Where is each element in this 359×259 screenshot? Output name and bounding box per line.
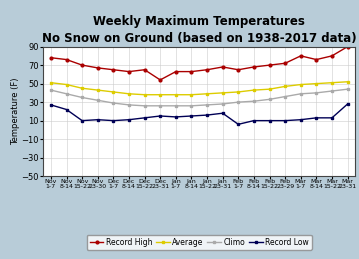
- Record Low: [49, 103, 53, 106]
- Record Low: [205, 113, 209, 117]
- Record High: [158, 78, 162, 82]
- Legend: Record High, Average, Climo, Record Low: Record High, Average, Climo, Record Low: [87, 235, 312, 250]
- Climo: [330, 89, 334, 92]
- Climo: [220, 102, 225, 105]
- Record Low: [345, 102, 350, 105]
- Average: [80, 87, 84, 90]
- Record Low: [330, 116, 334, 119]
- Record Low: [174, 115, 178, 118]
- Record High: [111, 68, 116, 71]
- Record Low: [111, 119, 116, 122]
- Record Low: [80, 119, 84, 122]
- Climo: [252, 100, 256, 103]
- Climo: [111, 102, 116, 105]
- Climo: [205, 103, 209, 106]
- Line: Record Low: Record Low: [50, 103, 349, 126]
- Record High: [127, 70, 131, 73]
- Average: [330, 81, 334, 84]
- Climo: [283, 95, 287, 98]
- Record Low: [314, 116, 318, 119]
- Record High: [299, 54, 303, 57]
- Climo: [299, 92, 303, 95]
- Record Low: [236, 123, 241, 126]
- Climo: [236, 100, 241, 104]
- Record Low: [64, 108, 69, 111]
- Average: [345, 80, 350, 83]
- Average: [158, 93, 162, 96]
- Climo: [64, 92, 69, 95]
- Line: Climo: Climo: [50, 88, 349, 107]
- Average: [95, 89, 100, 92]
- Average: [49, 81, 53, 84]
- Record High: [220, 66, 225, 69]
- Climo: [189, 104, 194, 107]
- Average: [111, 90, 116, 93]
- Average: [220, 91, 225, 95]
- Climo: [158, 104, 162, 107]
- Record High: [267, 63, 272, 67]
- Record Low: [283, 119, 287, 122]
- Average: [283, 85, 287, 88]
- Average: [252, 89, 256, 92]
- Record High: [236, 68, 241, 71]
- Record High: [345, 45, 350, 48]
- Record Low: [267, 119, 272, 122]
- Climo: [267, 98, 272, 101]
- Record High: [283, 62, 287, 65]
- Climo: [127, 103, 131, 106]
- Climo: [345, 88, 350, 91]
- Climo: [80, 96, 84, 99]
- Title: Weekly Maximum Temperatures
No Snow on Ground (based on 1938-2017 data): Weekly Maximum Temperatures No Snow on G…: [42, 16, 356, 45]
- Climo: [314, 91, 318, 95]
- Climo: [174, 104, 178, 107]
- Record High: [143, 68, 147, 71]
- Record Low: [95, 118, 100, 121]
- Line: Average: Average: [50, 80, 349, 96]
- Average: [189, 93, 194, 96]
- Record High: [205, 68, 209, 71]
- Y-axis label: Temperature (F): Temperature (F): [11, 78, 20, 145]
- Average: [127, 92, 131, 95]
- Climo: [95, 99, 100, 102]
- Average: [143, 93, 147, 96]
- Average: [205, 92, 209, 95]
- Climo: [49, 89, 53, 92]
- Record High: [49, 56, 53, 59]
- Record Low: [252, 119, 256, 122]
- Average: [314, 82, 318, 85]
- Record Low: [158, 114, 162, 118]
- Record High: [189, 70, 194, 73]
- Record Low: [143, 116, 147, 119]
- Line: Record High: Record High: [50, 45, 349, 81]
- Average: [174, 93, 178, 96]
- Record High: [174, 70, 178, 73]
- Record High: [64, 58, 69, 61]
- Average: [267, 88, 272, 91]
- Average: [299, 83, 303, 86]
- Average: [236, 90, 241, 93]
- Record High: [95, 66, 100, 69]
- Record Low: [220, 112, 225, 115]
- Average: [64, 83, 69, 86]
- Record High: [330, 54, 334, 57]
- Record Low: [299, 118, 303, 121]
- Record High: [314, 58, 318, 61]
- Record Low: [189, 114, 194, 118]
- Record High: [252, 66, 256, 69]
- Climo: [143, 104, 147, 107]
- Record High: [80, 63, 84, 67]
- Record Low: [127, 118, 131, 121]
